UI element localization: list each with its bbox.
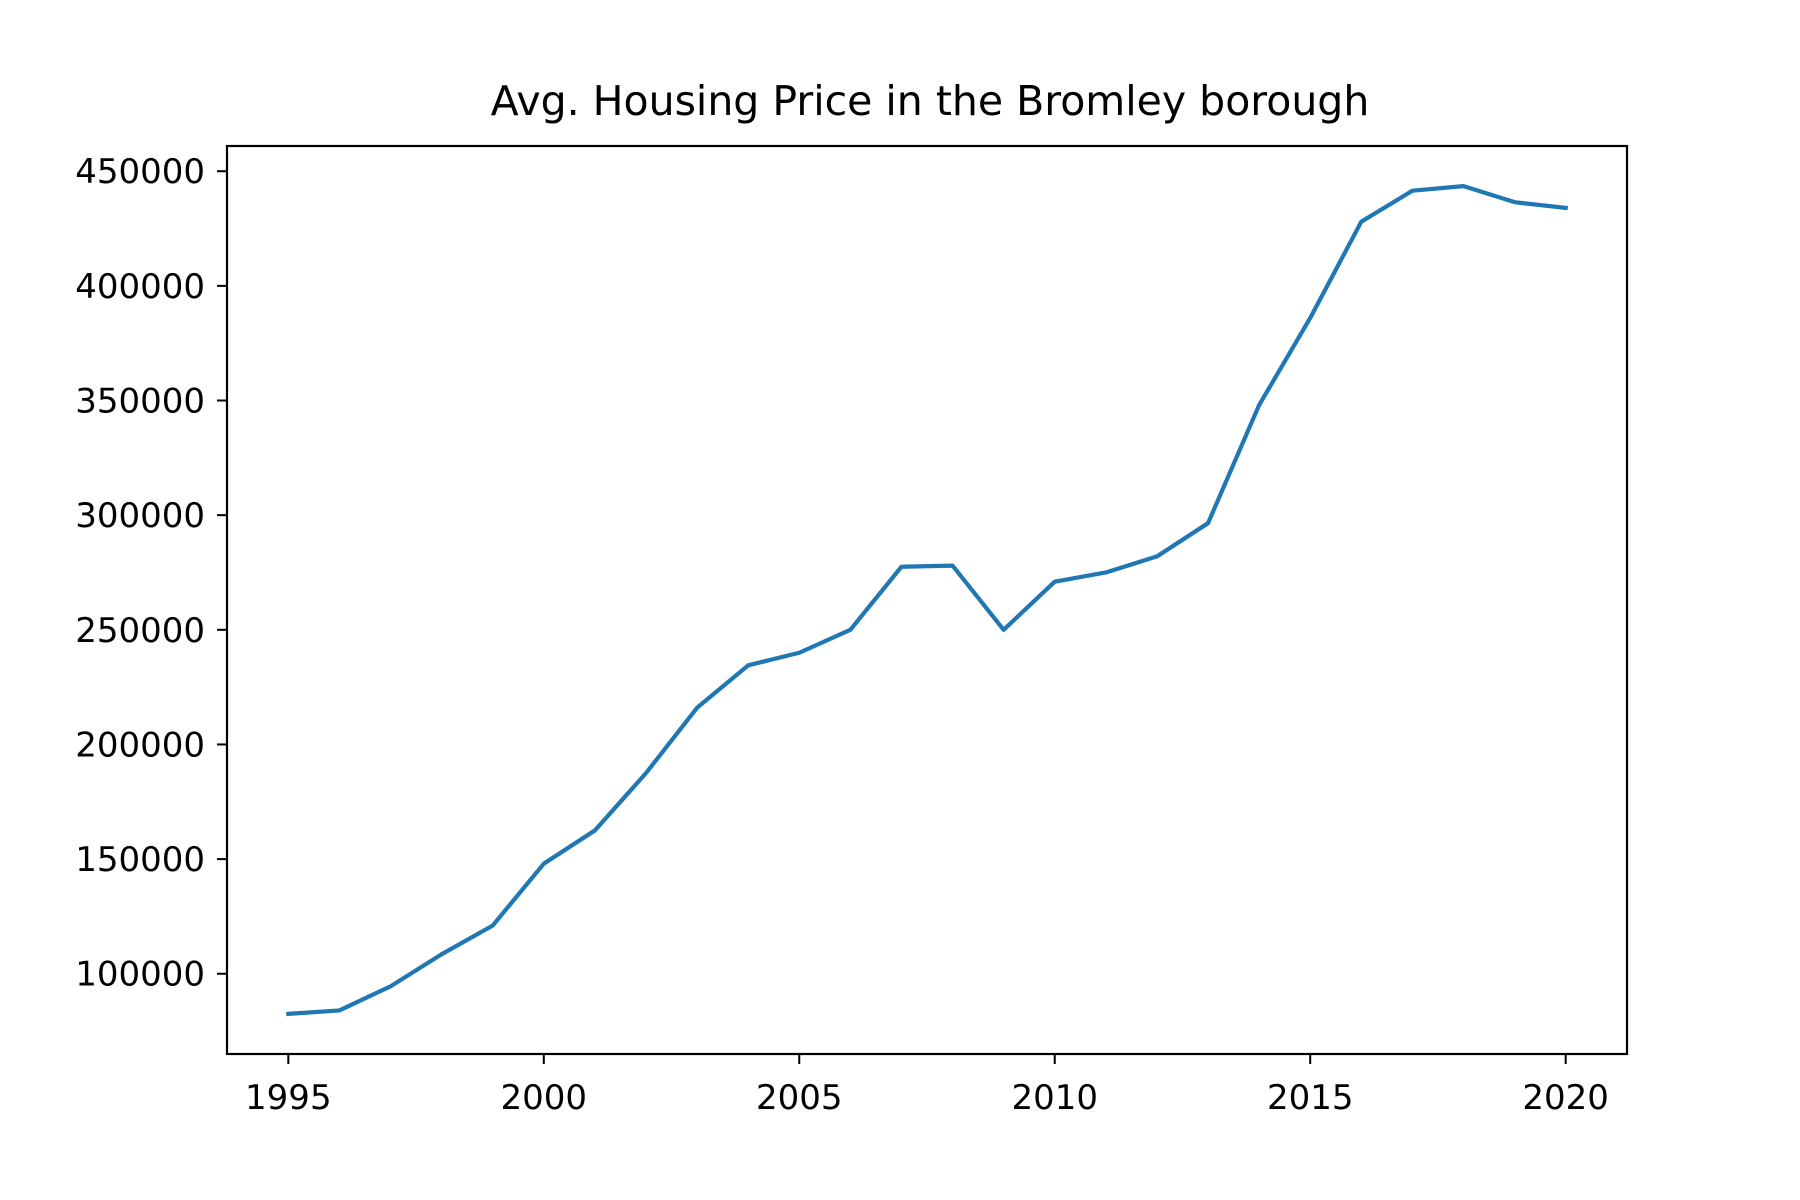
x-tick-label: 1995 (245, 1078, 332, 1118)
data-point (1359, 220, 1363, 224)
data-point (899, 565, 903, 569)
y-tick-label: 350000 (75, 382, 205, 422)
data-point (1104, 570, 1108, 574)
y-tick-label: 450000 (75, 152, 205, 192)
data-point (644, 771, 648, 775)
data-point (746, 663, 750, 667)
data-point (848, 628, 852, 632)
data-point (440, 952, 444, 956)
data-point (797, 651, 801, 655)
data-point (1053, 580, 1057, 584)
y-tick-label: 250000 (75, 611, 205, 651)
y-tick-label: 150000 (75, 840, 205, 880)
plot-series (286, 184, 1569, 1017)
data-point (1257, 403, 1261, 407)
series-line (286, 184, 1569, 1017)
y-tick-label: 200000 (75, 725, 205, 765)
plot-area-frame (225, 144, 1629, 1056)
data-point (491, 924, 495, 928)
x-tick-label: 2005 (756, 1078, 843, 1118)
data-point (1206, 521, 1210, 525)
x-tick-label: 2015 (1267, 1078, 1354, 1118)
y-tick-label: 400000 (75, 267, 205, 307)
data-point (286, 1012, 290, 1016)
data-point (389, 984, 393, 988)
x-tick-label: 2000 (501, 1078, 588, 1118)
y-tick-label: 100000 (75, 955, 205, 995)
data-point (1564, 206, 1568, 210)
data-point (1513, 200, 1517, 204)
data-point (1462, 184, 1466, 188)
data-point (1410, 189, 1414, 193)
x-tick-label: 2010 (1011, 1078, 1098, 1118)
data-point (337, 1008, 341, 1012)
data-point (1002, 628, 1006, 632)
data-point (951, 564, 955, 568)
x-tick-label: 2020 (1522, 1078, 1609, 1118)
data-point (593, 828, 597, 832)
data-point (542, 862, 546, 866)
chart-title: Avg. Housing Price in the Bromley boroug… (491, 77, 1370, 125)
data-point (1155, 554, 1159, 558)
data-point (1308, 316, 1312, 320)
y-tick-label: 300000 (75, 496, 205, 536)
data-point (695, 706, 699, 710)
axis-ticks: 1995 2000 2005 2010 2015 2020 100000 150000 2000… (75, 152, 1609, 1118)
